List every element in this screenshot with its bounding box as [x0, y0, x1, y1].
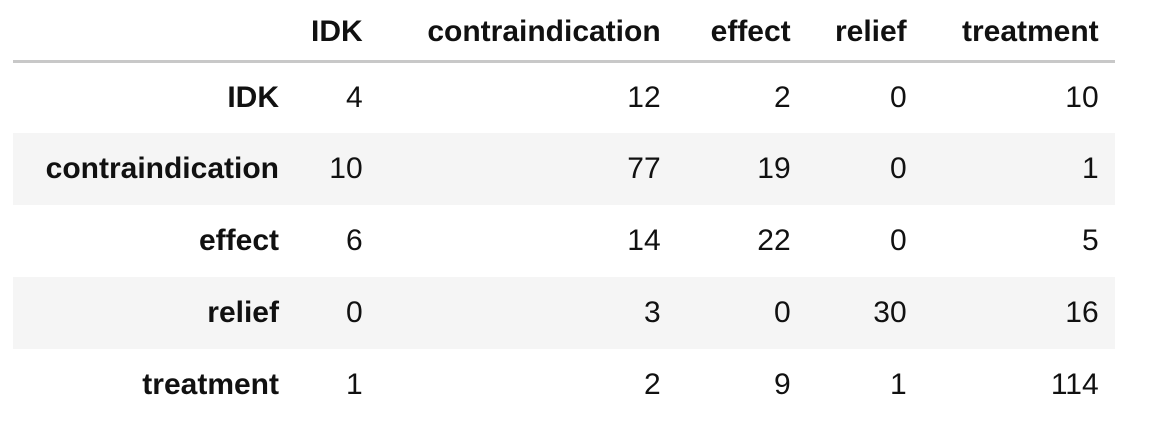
- column-header-relief: relief: [806, 0, 923, 63]
- table-cell: 10: [1065, 80, 1099, 114]
- table-row: effect 6 14 22 0 5: [13, 205, 1115, 277]
- table-cell: 30: [873, 296, 907, 329]
- table-row: contraindication 10 77 19 0 1: [13, 133, 1115, 205]
- table-cell: 0: [889, 224, 907, 257]
- table-cell: 2: [773, 80, 791, 114]
- table-row: relief 0 3 0 30 16: [13, 277, 1115, 349]
- row-label-relief: relief: [207, 296, 279, 329]
- table-cell: 114: [1050, 368, 1099, 401]
- table-cell: 19: [757, 152, 791, 185]
- column-header-effect: effect: [676, 0, 807, 63]
- table-cell: 77: [627, 152, 661, 185]
- table-body: IDK 4 12 2 0 10 contraindication 10 77 1…: [13, 61, 1115, 421]
- row-label-idk: IDK: [227, 80, 279, 114]
- table-cell: 1: [345, 368, 363, 401]
- table-cell: 9: [773, 368, 791, 401]
- dataframe-container: IDK contraindication effect relief treat…: [13, 0, 1115, 421]
- table-cell: 6: [345, 224, 363, 257]
- table-cell: 0: [889, 152, 907, 185]
- column-header-contraindication: contraindication: [378, 0, 677, 63]
- table-cell: 14: [627, 224, 661, 257]
- table-cell: 4: [345, 80, 363, 114]
- table-cell: 16: [1065, 296, 1099, 329]
- confusion-matrix-table: IDK contraindication effect relief treat…: [13, 0, 1115, 421]
- table-cell: 0: [773, 296, 791, 329]
- table-cell: 12: [627, 80, 661, 114]
- table-cell: 1: [1081, 152, 1099, 185]
- row-label-contraindication: contraindication: [45, 152, 279, 185]
- table-header: IDK contraindication effect relief treat…: [13, 0, 1115, 63]
- column-header-treatment: treatment: [922, 0, 1115, 63]
- table-cell: 10: [329, 152, 363, 185]
- table-cell: 22: [757, 224, 791, 257]
- table-cell: 5: [1081, 224, 1099, 257]
- table-cell: 3: [643, 296, 661, 329]
- header-row: IDK contraindication effect relief treat…: [13, 0, 1115, 63]
- table-cell: 0: [889, 80, 907, 114]
- table-row: treatment 1 2 9 1 114: [13, 349, 1115, 421]
- row-label-effect: effect: [198, 224, 279, 257]
- index-header-cell: [13, 0, 295, 63]
- column-header-idk: IDK: [295, 0, 379, 63]
- table-cell: 1: [889, 368, 907, 401]
- row-label-treatment: treatment: [142, 368, 279, 401]
- table-cell: 2: [643, 368, 661, 401]
- table-cell: 0: [345, 296, 363, 329]
- table-row: IDK 4 12 2 0 10: [13, 61, 1115, 133]
